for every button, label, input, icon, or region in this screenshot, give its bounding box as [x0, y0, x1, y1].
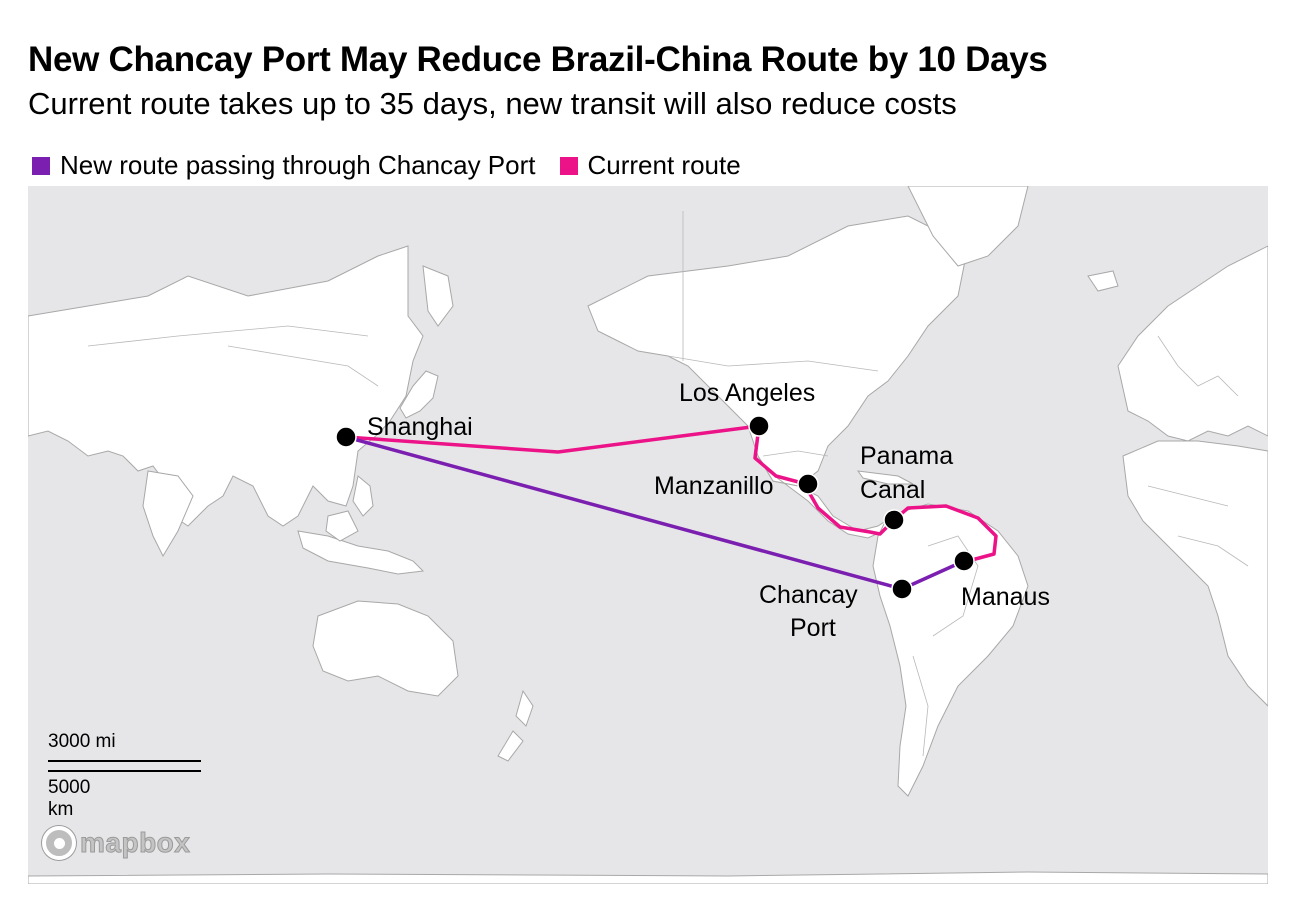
label-los-angeles: Los Angeles	[679, 379, 815, 407]
border-russia	[87, 325, 369, 347]
label-panama-line1: Panama	[860, 442, 953, 470]
landmass-indonesia	[297, 530, 425, 575]
world-map[interactable]: Shanghai Los Angeles Manzanillo Panama C…	[28, 186, 1268, 884]
country-borders	[87, 211, 1249, 757]
scale-miles-label: 3000 mi	[48, 731, 116, 752]
mapbox-wordmark: mapbox	[79, 827, 191, 859]
landmass-iceland	[1087, 270, 1119, 292]
label-chancay-line2: Port	[790, 614, 836, 642]
label-chancay-line1: Chancay	[759, 581, 858, 609]
mapbox-logo[interactable]: mapbox	[42, 826, 190, 860]
landmass-kamchatka	[422, 265, 454, 327]
chart-subtitle: Current route takes up to 35 days, new t…	[28, 86, 957, 121]
marker-manaus[interactable]	[953, 550, 975, 572]
landmass-india	[142, 470, 194, 558]
border-africa	[1147, 485, 1249, 567]
legend-item-new-route: New route passing through Chancay Port	[32, 150, 536, 181]
legend: New route passing through Chancay Port C…	[32, 150, 765, 181]
land-masses	[28, 186, 1268, 884]
landmass-philippines	[352, 475, 374, 517]
landmass-antarctica	[28, 871, 1268, 884]
label-manaus: Manaus	[961, 583, 1050, 611]
border-europe	[1157, 335, 1239, 397]
scale-km-line	[48, 770, 201, 772]
marker-shanghai[interactable]	[335, 426, 357, 448]
border-china	[227, 345, 379, 387]
new-route-swatch	[32, 156, 50, 175]
landmass-borneo	[325, 510, 359, 542]
mapbox-icon-dot	[53, 837, 65, 849]
mapbox-icon	[42, 826, 76, 860]
current-route-line	[345, 424, 998, 563]
landmass-new-zealand	[497, 689, 534, 762]
label-manzanillo: Manzanillo	[654, 472, 774, 500]
current-route-swatch	[559, 156, 578, 175]
border-us-canada	[667, 355, 879, 372]
landmass-japan	[399, 370, 439, 419]
landmass-africa	[1122, 440, 1268, 707]
map-canvas: Shanghai Los Angeles Manzanillo Panama C…	[28, 186, 1268, 884]
legend-label-current-route: Current route	[587, 150, 741, 180]
landmass-asia	[28, 245, 424, 527]
scale-bar: 3000 mi 5000 km	[48, 731, 201, 820]
landmass-south-america	[872, 503, 1029, 797]
marker-los-angeles[interactable]	[748, 415, 770, 437]
landmass-greenland	[907, 186, 1029, 267]
label-shanghai: Shanghai	[367, 413, 473, 441]
border-us-mexico	[762, 450, 829, 457]
landmass-europe	[1117, 245, 1268, 442]
landmass-australia	[312, 600, 459, 697]
legend-item-current-route: Current route	[559, 150, 741, 181]
scale-miles-line	[48, 760, 201, 762]
border-brazil	[927, 535, 979, 637]
label-panama-line2: Canal	[860, 476, 925, 504]
border-argentina	[912, 655, 929, 757]
landmass-cuba	[856, 470, 914, 485]
marker-panama-canal[interactable]	[883, 509, 905, 531]
chart-title: New Chancay Port May Reduce Brazil-China…	[28, 40, 1048, 79]
marker-chancay-port[interactable]	[891, 578, 913, 600]
legend-label-new-route: New route passing through Chancay Port	[60, 150, 536, 180]
marker-manzanillo[interactable]	[797, 473, 819, 495]
scale-km-label: 5000 km	[48, 777, 91, 820]
